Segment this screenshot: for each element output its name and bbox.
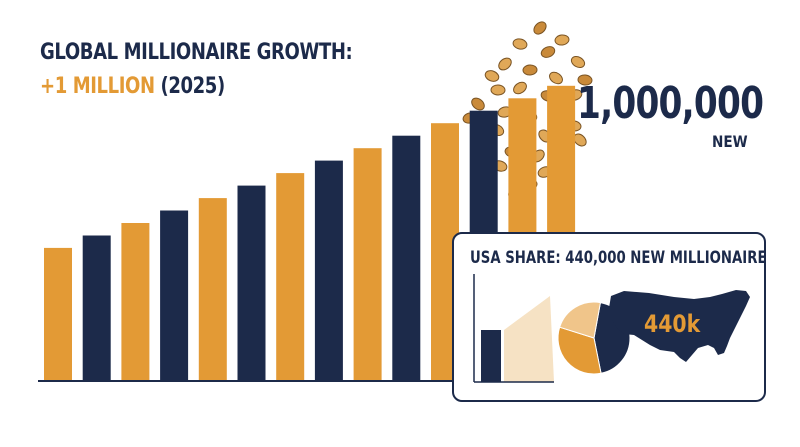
coin-icon <box>484 70 500 82</box>
bar-6 <box>237 185 266 381</box>
coin-icon <box>490 84 506 96</box>
usa-share-panel: USA SHARE: 440,000 NEW MILLIONAIRES <box>452 232 766 402</box>
bar-7 <box>276 173 305 381</box>
bar-9 <box>353 148 382 381</box>
chart-title-line2: +1 MILLION (2025) <box>40 74 225 99</box>
coin-icon <box>522 64 538 76</box>
chart-title-line1: GLOBAL MILLIONAIRE GROWTH: <box>40 40 353 65</box>
usa-panel-title: USA SHARE: 440,000 NEW MILLIONAIRES <box>470 248 766 268</box>
zoom-wedge <box>504 296 554 382</box>
mini-bar <box>481 330 501 382</box>
coin-icon <box>513 81 527 95</box>
coin-icon <box>554 34 570 46</box>
coin-icon <box>471 97 485 111</box>
coin-icon <box>570 55 586 69</box>
bar-4 <box>160 210 189 381</box>
usa-map-value: 440k <box>644 310 701 338</box>
bar-10 <box>392 135 421 381</box>
headline-number: 1,000,000 <box>577 78 764 129</box>
coin-icon <box>512 38 528 50</box>
title-accent: +1 MILLION <box>40 74 155 99</box>
title-year: (2025) <box>160 74 226 99</box>
bar-8 <box>314 160 343 381</box>
bar-3 <box>121 223 150 381</box>
pie-slice-2 <box>557 326 602 375</box>
coin-icon <box>498 57 512 71</box>
headline-label: NEW <box>712 132 748 151</box>
coin-icon <box>549 71 563 85</box>
bar-1 <box>44 247 72 381</box>
coin-icon <box>577 74 593 86</box>
coin-icon <box>540 46 556 58</box>
usa-map-icon <box>609 290 750 362</box>
bar-2 <box>82 235 111 381</box>
coin-icon <box>533 21 547 35</box>
bar-5 <box>198 198 227 381</box>
pie-slice-3 <box>559 301 602 339</box>
